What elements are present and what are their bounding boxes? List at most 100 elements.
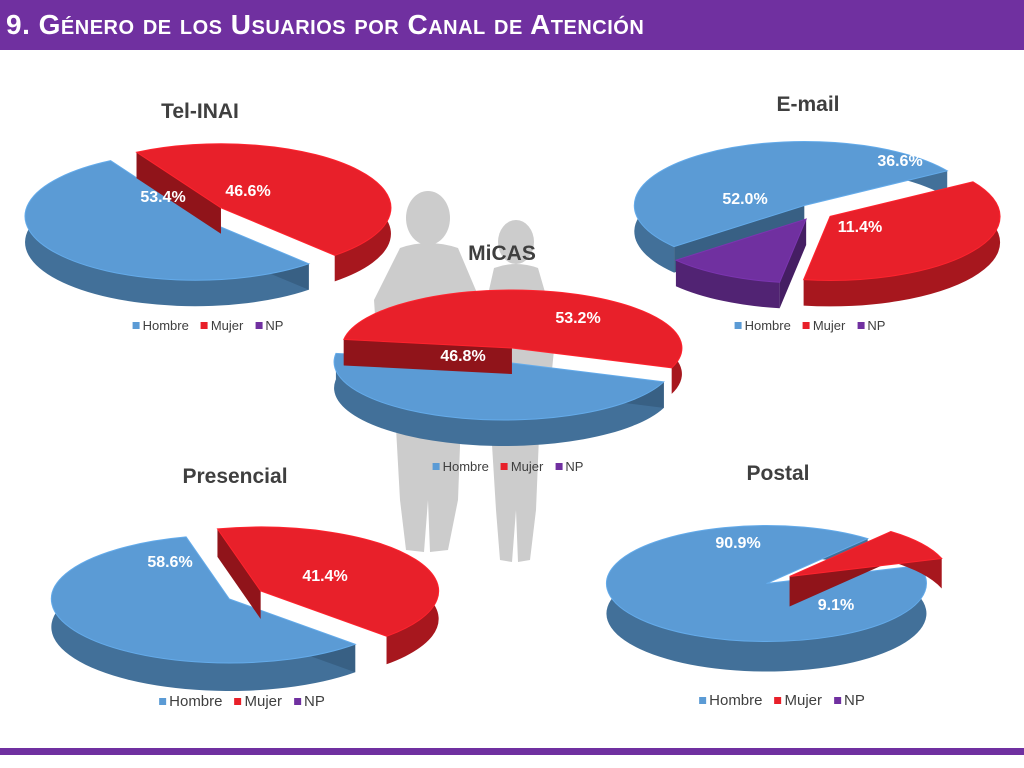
legend-label: NP	[867, 318, 886, 333]
legend-swatch-np	[255, 322, 263, 329]
legend-label: Hombre	[744, 318, 791, 333]
chart-title-presencial: Presencial	[182, 465, 288, 488]
slice-label-mujer: 36.6%	[877, 153, 922, 170]
pie-slice-top	[343, 289, 683, 369]
slice-label-hombre: 52.0%	[722, 191, 767, 208]
legend-item-hombre: Hombre	[159, 693, 223, 710]
pie-slice-face	[136, 152, 221, 234]
pie-slice-top	[50, 536, 357, 664]
legend-swatch-hombre	[159, 698, 167, 705]
pie-slice-top	[135, 143, 392, 256]
slice-label-mujer: 41.4%	[302, 568, 347, 585]
chart-legend-tel-inai: Hombre Mujer NP	[132, 318, 283, 333]
pie-slice-top	[24, 160, 311, 281]
legend-swatch-mujer	[234, 698, 242, 705]
chart-title-email: E-mail	[776, 93, 840, 116]
slice-label-mujer: 53.2%	[555, 310, 600, 327]
legend-label: NP	[565, 459, 584, 474]
chart-legend-email: Hombre Mujer NP	[734, 318, 885, 333]
pie-slice-top	[333, 352, 665, 421]
page-title: 9. Género de los Usuarios por Canal de A…	[6, 9, 645, 40]
chart-title-postal: Postal	[746, 462, 810, 485]
pie-slice-mujer	[216, 526, 440, 665]
pie-slice-top	[605, 525, 927, 643]
slice-label-np: 11.4%	[838, 219, 882, 236]
legend-item-mujer: Mujer	[234, 693, 283, 710]
legend-swatch-hombre	[734, 322, 742, 329]
legend-item-mujer: Mujer	[774, 692, 823, 709]
chart-legend-micas: Hombre Mujer NP	[432, 459, 583, 474]
pie-slice-top	[674, 218, 808, 283]
legend-swatch-np	[294, 698, 302, 705]
pie-slice-mujer	[135, 143, 392, 282]
legend-swatch-np	[555, 463, 563, 470]
pie-slice-mujer	[802, 181, 1001, 307]
chart-presencial: 58.6% 41.4%	[50, 526, 440, 691]
legend-item-hombre: Hombre	[432, 459, 489, 474]
legend-swatch-hombre	[699, 697, 707, 704]
legend-swatch-mujer	[774, 697, 782, 704]
chart-title-micas: MiCAS	[468, 242, 536, 265]
slice-label-hombre: 90.9%	[715, 535, 760, 552]
slice-label-hombre: 58.6%	[147, 554, 192, 571]
legend-swatch-mujer	[802, 322, 810, 329]
legend-label: NP	[265, 318, 284, 333]
slice-label-hombre: 46.8%	[440, 348, 485, 365]
pie-slice-hombre	[24, 160, 311, 307]
chart-email: 52.0% 36.6% 11.4%	[633, 140, 1001, 309]
chart-legend-presencial: Hombre Mujer NP	[159, 693, 325, 710]
legend-item-hombre: Hombre	[699, 692, 763, 709]
legend-label: Hombre	[709, 692, 763, 709]
chart-title-tel-inai: Tel-INAI	[161, 100, 239, 123]
legend-label: Hombre	[142, 318, 189, 333]
footer-bar	[0, 748, 1024, 755]
header-bar: 9. Género de los Usuarios por Canal de A…	[0, 0, 1024, 50]
legend-label: Mujer	[812, 318, 846, 333]
pie-slice-hombre	[333, 352, 665, 446]
legend-item-mujer: Mujer	[200, 318, 244, 333]
chart-postal: 90.9% 9.1%	[605, 525, 943, 672]
legend-label: Mujer	[510, 459, 544, 474]
slice-label-hombre: 53.4%	[140, 189, 185, 206]
pie-slice-mujer	[789, 530, 943, 607]
chart-legend-postal: Hombre Mujer NP	[699, 692, 865, 709]
legend-item-mujer: Mujer	[802, 318, 846, 333]
slice-label-mujer: 46.6%	[225, 183, 270, 200]
legend-label: Mujer	[210, 318, 244, 333]
legend-item-hombre: Hombre	[132, 318, 189, 333]
legend-label: Mujer	[244, 693, 283, 710]
pie-slice-top	[633, 140, 949, 248]
pie-slice-hombre	[50, 536, 357, 691]
legend-item-np: NP	[555, 459, 583, 474]
legend-swatch-mujer	[500, 463, 508, 470]
legend-swatch-hombre	[432, 463, 440, 470]
legend-swatch-np	[857, 322, 865, 329]
pie-slice-top	[216, 526, 440, 637]
legend-item-hombre: Hombre	[734, 318, 791, 333]
pie-slice-mujer	[343, 289, 683, 394]
pie-slice-np	[674, 218, 808, 309]
slice-label-mujer: 9.1%	[818, 597, 854, 614]
legend-item-np: NP	[294, 693, 325, 710]
legend-swatch-np	[834, 697, 842, 704]
legend-item-np: NP	[255, 318, 283, 333]
legend-label: NP	[844, 692, 865, 709]
legend-item-np: NP	[857, 318, 885, 333]
pie-slice-face	[779, 219, 807, 309]
legend-item-mujer: Mujer	[500, 459, 544, 474]
pie-slice-top	[789, 530, 943, 577]
pie-slice-face	[343, 339, 512, 375]
legend-label: Hombre	[169, 693, 223, 710]
legend-swatch-mujer	[200, 322, 208, 329]
chart-micas: 46.8% 53.2%	[333, 289, 683, 446]
pie-slice-face	[217, 528, 261, 620]
pie-slice-hombre	[605, 525, 927, 672]
legend-label: Hombre	[442, 459, 489, 474]
pie-slice-top	[802, 181, 1001, 281]
legend-item-np: NP	[834, 692, 865, 709]
legend-swatch-hombre	[132, 322, 140, 329]
legend-label: Mujer	[784, 692, 823, 709]
legend-label: NP	[304, 693, 325, 710]
chart-tel-inai: 53.4% 46.6%	[24, 143, 392, 307]
